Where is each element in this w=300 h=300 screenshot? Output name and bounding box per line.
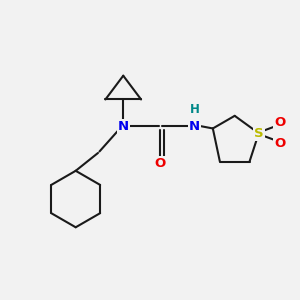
Text: N: N [189, 120, 200, 133]
Text: N: N [118, 120, 129, 133]
Text: H: H [190, 103, 200, 116]
Text: O: O [274, 116, 286, 129]
Text: O: O [274, 137, 286, 150]
Text: O: O [155, 157, 166, 170]
Text: S: S [254, 127, 263, 140]
